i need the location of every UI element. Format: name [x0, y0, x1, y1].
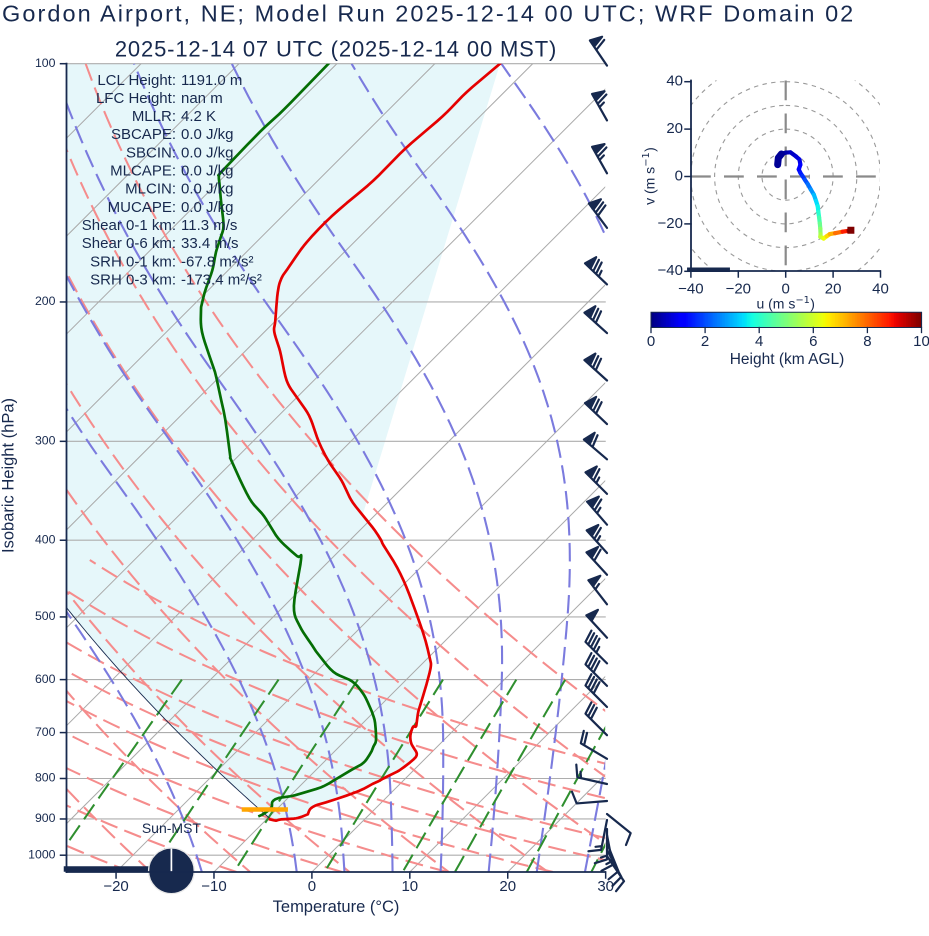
svg-text:LFC Height:: LFC Height: — [96, 90, 176, 107]
svg-text:SBCAPE:: SBCAPE: — [111, 126, 176, 143]
svg-text:1000: 1000 — [28, 847, 56, 861]
svg-text:Gordon Airport, NE; Model Run: Gordon Airport, NE; Model Run 2025-12-14… — [2, 1, 855, 27]
svg-text:Temperature (°C): Temperature (°C) — [273, 898, 400, 916]
svg-text:11.3 m/s: 11.3 m/s — [181, 217, 237, 234]
svg-text:MUCAPE:: MUCAPE: — [108, 199, 176, 216]
svg-text:LCL Height:: LCL Height: — [97, 72, 176, 89]
svg-text:2: 2 — [701, 333, 709, 350]
svg-text:0.0 J/kg: 0.0 J/kg — [181, 126, 234, 143]
svg-text:300: 300 — [35, 434, 56, 448]
svg-text:200: 200 — [35, 294, 56, 308]
svg-text:-67.8 m²/s²: -67.8 m²/s² — [181, 253, 254, 270]
svg-text:0.0 J/kg: 0.0 J/kg — [181, 144, 234, 161]
svg-text:4: 4 — [755, 333, 763, 350]
svg-text:500: 500 — [35, 609, 56, 623]
svg-text:20: 20 — [825, 280, 842, 297]
svg-text:Shear 0-1 km:: Shear 0-1 km: — [82, 217, 176, 234]
svg-text:Height (km AGL): Height (km AGL) — [730, 351, 845, 368]
svg-text:−40: −40 — [658, 262, 683, 279]
svg-text:40: 40 — [872, 280, 889, 297]
svg-text:−10: −10 — [201, 878, 226, 895]
svg-text:6: 6 — [809, 333, 817, 350]
svg-text:−20: −20 — [103, 878, 128, 895]
svg-text:8: 8 — [863, 333, 871, 350]
svg-text:40: 40 — [666, 73, 683, 90]
svg-text:0: 0 — [782, 280, 790, 297]
svg-text:Isobaric Height (hPa): Isobaric Height (hPa) — [0, 398, 17, 553]
svg-text:Shear 0-6 km:: Shear 0-6 km: — [82, 235, 176, 252]
svg-text:10: 10 — [913, 333, 929, 350]
svg-text:4.2 K: 4.2 K — [181, 108, 216, 125]
svg-text:−20: −20 — [658, 215, 683, 232]
svg-text:MLLR:: MLLR: — [132, 108, 176, 125]
svg-text:−40: −40 — [678, 280, 703, 297]
svg-text:−20: −20 — [726, 280, 751, 297]
svg-text:20: 20 — [499, 878, 516, 895]
svg-text:u ( m: u ( m s ) − 1 — [756, 290, 819, 312]
svg-text:400: 400 — [35, 532, 56, 546]
svg-text:SBCIN:: SBCIN: — [126, 144, 176, 161]
svg-text:MLCIN:: MLCIN: — [125, 181, 176, 198]
svg-text:0: 0 — [647, 333, 655, 350]
svg-text:100: 100 — [35, 56, 56, 70]
svg-text:Sun-MST: Sun-MST — [142, 820, 202, 836]
svg-text:0: 0 — [308, 878, 316, 895]
svg-text:800: 800 — [35, 771, 56, 785]
svg-text:v ( m: v ( m s ) − 1 — [636, 143, 658, 205]
svg-text:33.4 m/s: 33.4 m/s — [181, 235, 239, 252]
svg-text:600: 600 — [35, 672, 56, 686]
svg-text:0.0 J/kg: 0.0 J/kg — [181, 163, 234, 180]
svg-text:30: 30 — [597, 878, 614, 895]
svg-text:-173.4 m²/s²: -173.4 m²/s² — [181, 271, 262, 288]
svg-text:700: 700 — [35, 725, 56, 739]
svg-text:0.0 J/kg: 0.0 J/kg — [181, 199, 234, 216]
svg-text:SRH 0-3 km:: SRH 0-3 km: — [90, 271, 176, 288]
svg-text:MLCAPE:: MLCAPE: — [110, 163, 176, 180]
svg-text:SRH 0-1 km:: SRH 0-1 km: — [90, 253, 176, 270]
svg-text:0: 0 — [675, 167, 683, 184]
svg-text:nan m: nan m — [181, 90, 223, 107]
svg-text:20: 20 — [666, 120, 683, 137]
svg-text:900: 900 — [35, 811, 56, 825]
svg-text:10: 10 — [401, 878, 418, 895]
svg-text:2025-12-14 07 UTC (2025-12-14: 2025-12-14 07 UTC (2025-12-14 00 MST) — [115, 37, 557, 62]
svg-text:0.0 J/kg: 0.0 J/kg — [181, 181, 234, 198]
svg-text:1191.0 m: 1191.0 m — [181, 72, 242, 89]
